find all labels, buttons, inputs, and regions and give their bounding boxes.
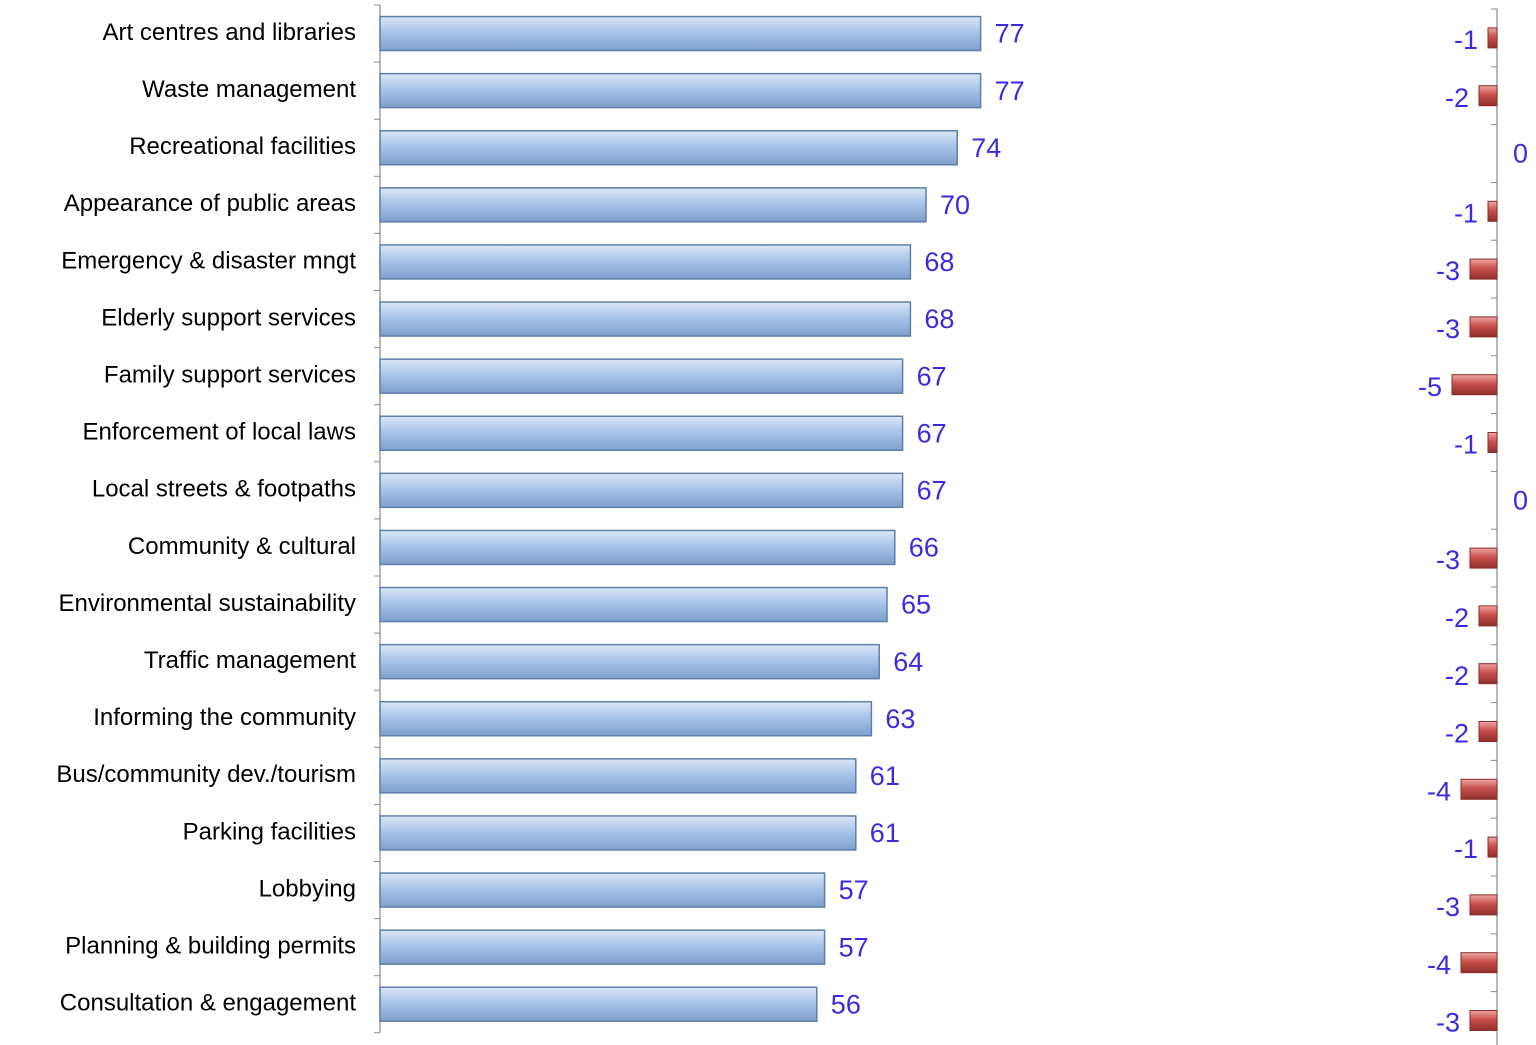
bar [379, 301, 912, 337]
value-label: 57 [839, 932, 869, 962]
bar [379, 815, 857, 851]
bar [1469, 316, 1498, 338]
bar [379, 130, 958, 166]
value-label: 70 [940, 190, 970, 220]
value-label: 63 [885, 704, 915, 734]
category-label: Planning & building permits [65, 932, 356, 959]
bar [1487, 432, 1498, 453]
value-label: -3 [1436, 545, 1460, 575]
value-label: 0 [1513, 139, 1528, 169]
value-label: -3 [1436, 314, 1460, 344]
value-label: -1 [1454, 430, 1478, 460]
value-label: -4 [1427, 950, 1451, 980]
bar [379, 529, 896, 566]
value-label: -1 [1454, 834, 1478, 864]
value-label: 65 [901, 590, 931, 620]
bar [379, 15, 982, 52]
bar [1487, 200, 1498, 222]
bar [379, 244, 912, 280]
value-label: 56 [831, 989, 861, 1019]
bar [379, 986, 818, 1022]
value-label: 57 [839, 875, 869, 905]
category-label: Informing the community [93, 704, 356, 731]
category-label: Emergency & disaster mngt [61, 247, 356, 274]
bar [379, 758, 857, 794]
bar [1469, 258, 1498, 280]
category-label: Art centres and libraries [103, 19, 356, 46]
bar [379, 72, 982, 109]
category-label: Appearance of public areas [64, 190, 356, 217]
bar [1478, 605, 1498, 627]
value-label: 67 [917, 475, 947, 505]
bar [379, 701, 873, 737]
value-label: 66 [909, 533, 939, 563]
bar [1478, 663, 1498, 685]
bar [1460, 778, 1498, 800]
category-label: Family support services [104, 361, 356, 388]
category-label: Local streets & footpaths [92, 476, 356, 503]
value-label: -5 [1418, 372, 1442, 402]
category-label: Waste management [142, 76, 356, 103]
value-label: 61 [870, 761, 900, 791]
value-label: 61 [870, 818, 900, 848]
value-label: -3 [1436, 892, 1460, 922]
bar [1469, 547, 1498, 569]
category-label: Community & cultural [128, 533, 356, 560]
category-label: Environmental sustainability [59, 590, 356, 617]
bar [1478, 85, 1498, 107]
bar [379, 929, 826, 965]
bar [379, 872, 826, 908]
bar [379, 586, 888, 623]
bar [379, 643, 880, 680]
category-label: Traffic management [144, 647, 356, 674]
value-label: -3 [1436, 256, 1460, 286]
value-label: 67 [917, 418, 947, 448]
value-label: -2 [1445, 83, 1469, 113]
bar [379, 358, 904, 394]
value-label: -1 [1454, 198, 1478, 228]
value-label: 0 [1513, 485, 1528, 515]
bar [379, 415, 904, 451]
value-label: 77 [995, 19, 1025, 49]
value-label: -3 [1436, 1008, 1460, 1038]
value-label: 67 [917, 361, 947, 391]
bar [1478, 721, 1498, 742]
bar [1487, 836, 1498, 858]
value-label: 64 [893, 647, 923, 677]
bar [379, 472, 904, 509]
value-label: 77 [995, 76, 1025, 106]
bar [379, 187, 927, 223]
value-label: 68 [924, 304, 954, 334]
category-label: Consultation & engagement [60, 990, 357, 1017]
bar [1451, 374, 1498, 396]
value-label: -2 [1445, 661, 1469, 691]
value-label: -1 [1454, 25, 1478, 55]
value-label: -4 [1427, 776, 1451, 806]
bar [1469, 1010, 1498, 1031]
value-label: -2 [1445, 603, 1469, 633]
category-label: Enforcement of local laws [83, 419, 356, 446]
value-label: 68 [924, 247, 954, 277]
category-label: Recreational facilities [129, 133, 356, 160]
category-label: Bus/community dev./tourism [56, 761, 356, 788]
bar [1460, 952, 1498, 974]
category-label: Lobbying [259, 875, 356, 902]
category-label: Parking facilities [183, 818, 356, 845]
category-label: Elderly support services [101, 304, 356, 331]
value-label: -2 [1445, 719, 1469, 749]
bar [1469, 894, 1498, 916]
value-label: 74 [971, 133, 1001, 163]
bar [1487, 27, 1498, 49]
